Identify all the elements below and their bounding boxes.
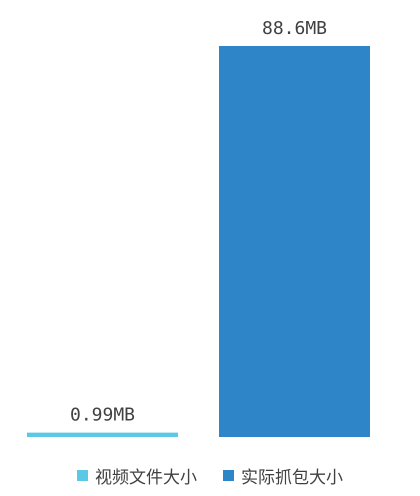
legend-label-captured-size: 实际抓包大小 <box>241 467 343 488</box>
bar-captured-size <box>219 46 370 437</box>
legend-item-video-file-size: 视频文件大小 <box>77 463 197 488</box>
legend-item-captured-size: 实际抓包大小 <box>223 463 343 488</box>
bar-video-file-size <box>27 432 178 437</box>
data-label-captured-size: 88.6MB <box>262 18 327 39</box>
legend-swatch-video-file-size <box>77 469 88 481</box>
legend-swatch-captured-size <box>223 469 234 481</box>
legend-label-video-file-size: 视频文件大小 <box>95 467 197 488</box>
data-label-video-file-size: 0.99MB <box>70 405 135 426</box>
data-label-group: 0.99MB 88.6MB <box>70 18 327 426</box>
legend: 视频文件大小 实际抓包大小 <box>0 462 420 488</box>
bar-group <box>27 46 370 437</box>
